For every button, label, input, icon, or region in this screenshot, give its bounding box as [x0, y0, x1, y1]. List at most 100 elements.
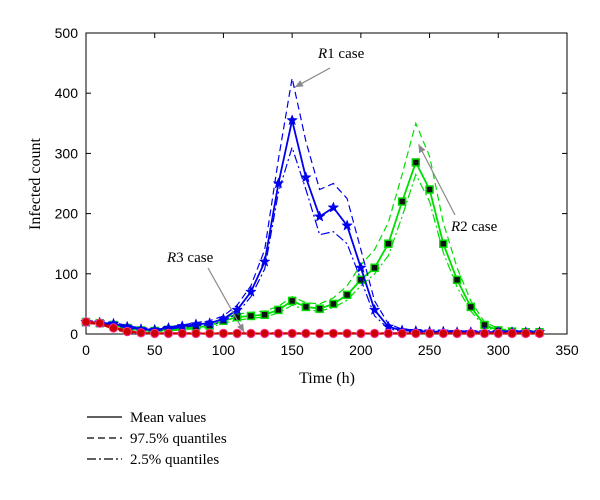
series-r3-point	[521, 328, 531, 339]
annotation-label-italic: R	[317, 46, 327, 62]
series-r1-point	[176, 320, 189, 332]
series-r2-point	[439, 239, 448, 248]
series-r2-point	[370, 263, 379, 273]
annotation-arrow	[418, 144, 456, 216]
x-tick-label: 350	[555, 342, 579, 358]
series-r3-point	[493, 328, 503, 339]
x-tick-label: 0	[82, 342, 90, 358]
legend-label: Mean values	[130, 410, 206, 426]
annotation-label-rest: 2 case	[460, 219, 497, 235]
series-r3-point	[122, 326, 132, 337]
legend-entry: Mean values	[87, 410, 206, 426]
series-r1-point	[272, 177, 285, 189]
series-r2-point	[342, 290, 352, 300]
series-r3-point	[438, 328, 449, 339]
series-r1-point	[203, 316, 216, 329]
annotation-label-italic: R	[166, 250, 176, 266]
y-tick-label: 400	[55, 85, 79, 101]
series-r1-lower-quantile	[85, 145, 540, 334]
series-r1-upper-quantile	[85, 78, 540, 332]
x-tick-label: 100	[212, 342, 236, 358]
annotation-label-italic: R	[450, 219, 460, 235]
series-r2-point	[425, 185, 434, 194]
series-r2-point	[246, 311, 256, 321]
series-r3-point	[232, 328, 242, 339]
series-r2-point	[301, 302, 311, 312]
series-r1-point	[327, 201, 340, 213]
x-axis-title: Time (h)	[299, 370, 355, 387]
y-axis-title: Infected count	[27, 137, 44, 230]
annotation-arrowhead	[418, 144, 426, 154]
axes: 0 50 100 150 200 250 300 350 0 100 200 300 400 500	[55, 25, 579, 358]
x-tick-label: 300	[487, 342, 511, 358]
legend: Mean values 97.5% quantiles 2.5% quantiles	[87, 410, 227, 468]
series-r1-point	[368, 303, 381, 315]
series-r3	[81, 317, 545, 339]
series-r3-point	[397, 328, 407, 339]
annotation-label: R2 case	[450, 219, 498, 235]
legend-entry: 2.5% quantiles	[87, 452, 219, 468]
annotation-arrow	[207, 267, 245, 333]
x-tick-label: 250	[418, 342, 442, 358]
series-r2-point	[411, 158, 421, 167]
series-r3-point	[369, 328, 380, 339]
annotation-label-rest: 3 case	[176, 250, 213, 266]
series-r3-point	[95, 318, 105, 328]
series-r3-point	[479, 328, 490, 339]
series-r3-point	[328, 328, 339, 339]
y-tick-label: 100	[55, 266, 79, 282]
series-r3-point	[136, 328, 146, 338]
series-r3-point	[246, 328, 256, 339]
series-r1-point	[286, 114, 299, 126]
y-tick-label: 200	[55, 206, 79, 222]
legend-label: 97.5% quantiles	[130, 431, 227, 447]
series-r2-upper-quantile	[85, 121, 540, 332]
annotation-label-rest: 1 case	[327, 46, 364, 62]
x-tick-label: 150	[280, 342, 304, 358]
series-r2-lower-quantile	[85, 172, 540, 334]
series-r3-point	[108, 323, 119, 333]
x-tick-label: 200	[349, 342, 373, 358]
series-r2-point	[274, 305, 283, 315]
series-r3-point	[259, 328, 270, 339]
series-layer	[80, 78, 546, 339]
series-r3-point	[218, 328, 229, 339]
series-r3-point	[411, 328, 421, 339]
series-r2-point	[466, 302, 476, 312]
series-r2-point	[329, 299, 338, 309]
annotation-arrowhead	[237, 323, 245, 333]
series-r3-point	[356, 328, 366, 339]
annotation-arrowhead	[294, 80, 304, 88]
series-r3-point	[301, 328, 311, 339]
series-r2-point	[287, 296, 297, 306]
annotation-r3: R3 case	[166, 250, 245, 333]
annotation-r1: R1 case	[294, 46, 365, 88]
series-r3-point	[314, 328, 325, 339]
series-r1-point	[231, 303, 244, 315]
series-r3-point	[273, 328, 284, 339]
series-r1-point	[300, 171, 312, 183]
series-r3-point	[81, 317, 91, 327]
annotation-r2: R2 case	[418, 144, 498, 235]
legend-label: 2.5% quantiles	[130, 452, 219, 468]
series-r1-point	[354, 261, 367, 273]
series-r3-point	[163, 328, 174, 339]
series-r2-point	[384, 239, 393, 248]
series-r1-point	[190, 318, 202, 330]
series-r1-point	[217, 312, 230, 324]
series-r3-point	[287, 328, 297, 339]
series-r2-point	[397, 197, 407, 206]
series-r1-point	[313, 210, 326, 222]
series-r2-point	[452, 275, 462, 285]
series-r3-point	[191, 328, 201, 339]
series-r3-point	[177, 328, 187, 339]
series-r3-point	[204, 328, 215, 339]
annotation-label: R3 case	[166, 250, 214, 266]
series-r3-point	[424, 328, 435, 339]
series-r2-point	[315, 304, 324, 313]
series-r3-point	[534, 328, 545, 339]
series-r3-point	[383, 328, 394, 339]
plot-frame	[85, 32, 568, 335]
